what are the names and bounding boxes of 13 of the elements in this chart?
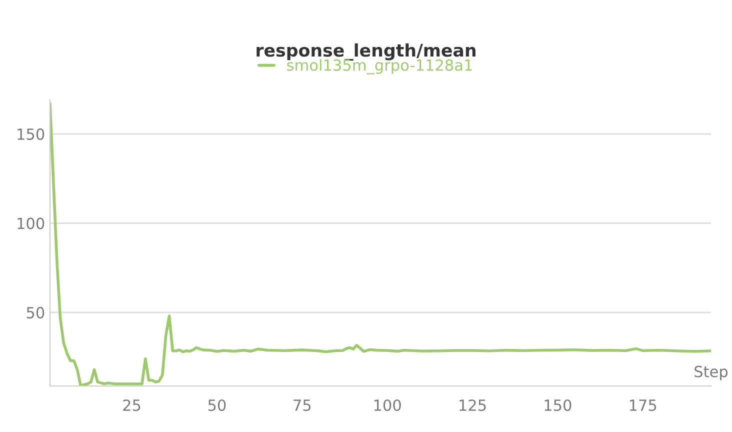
y-tick-label: 100 [18, 218, 44, 230]
x-tick-label: 100 [374, 399, 401, 412]
legend-label: smol135m_grpo-1128a1 [287, 59, 472, 74]
x-axis-title: Step [694, 366, 728, 380]
x-tick-label: 25 [123, 399, 140, 412]
y-tick-label: 150 [18, 128, 44, 140]
y-tick-label: 50 [26, 306, 44, 318]
x-tick-label: 175 [630, 400, 656, 412]
x-tick-label: 75 [294, 400, 311, 412]
chart-title: response_length/mean [256, 43, 476, 61]
x-tick-label: 50 [208, 399, 226, 412]
x-tick-label: 125 [460, 399, 486, 412]
x-tick-label: 150 [544, 399, 572, 412]
